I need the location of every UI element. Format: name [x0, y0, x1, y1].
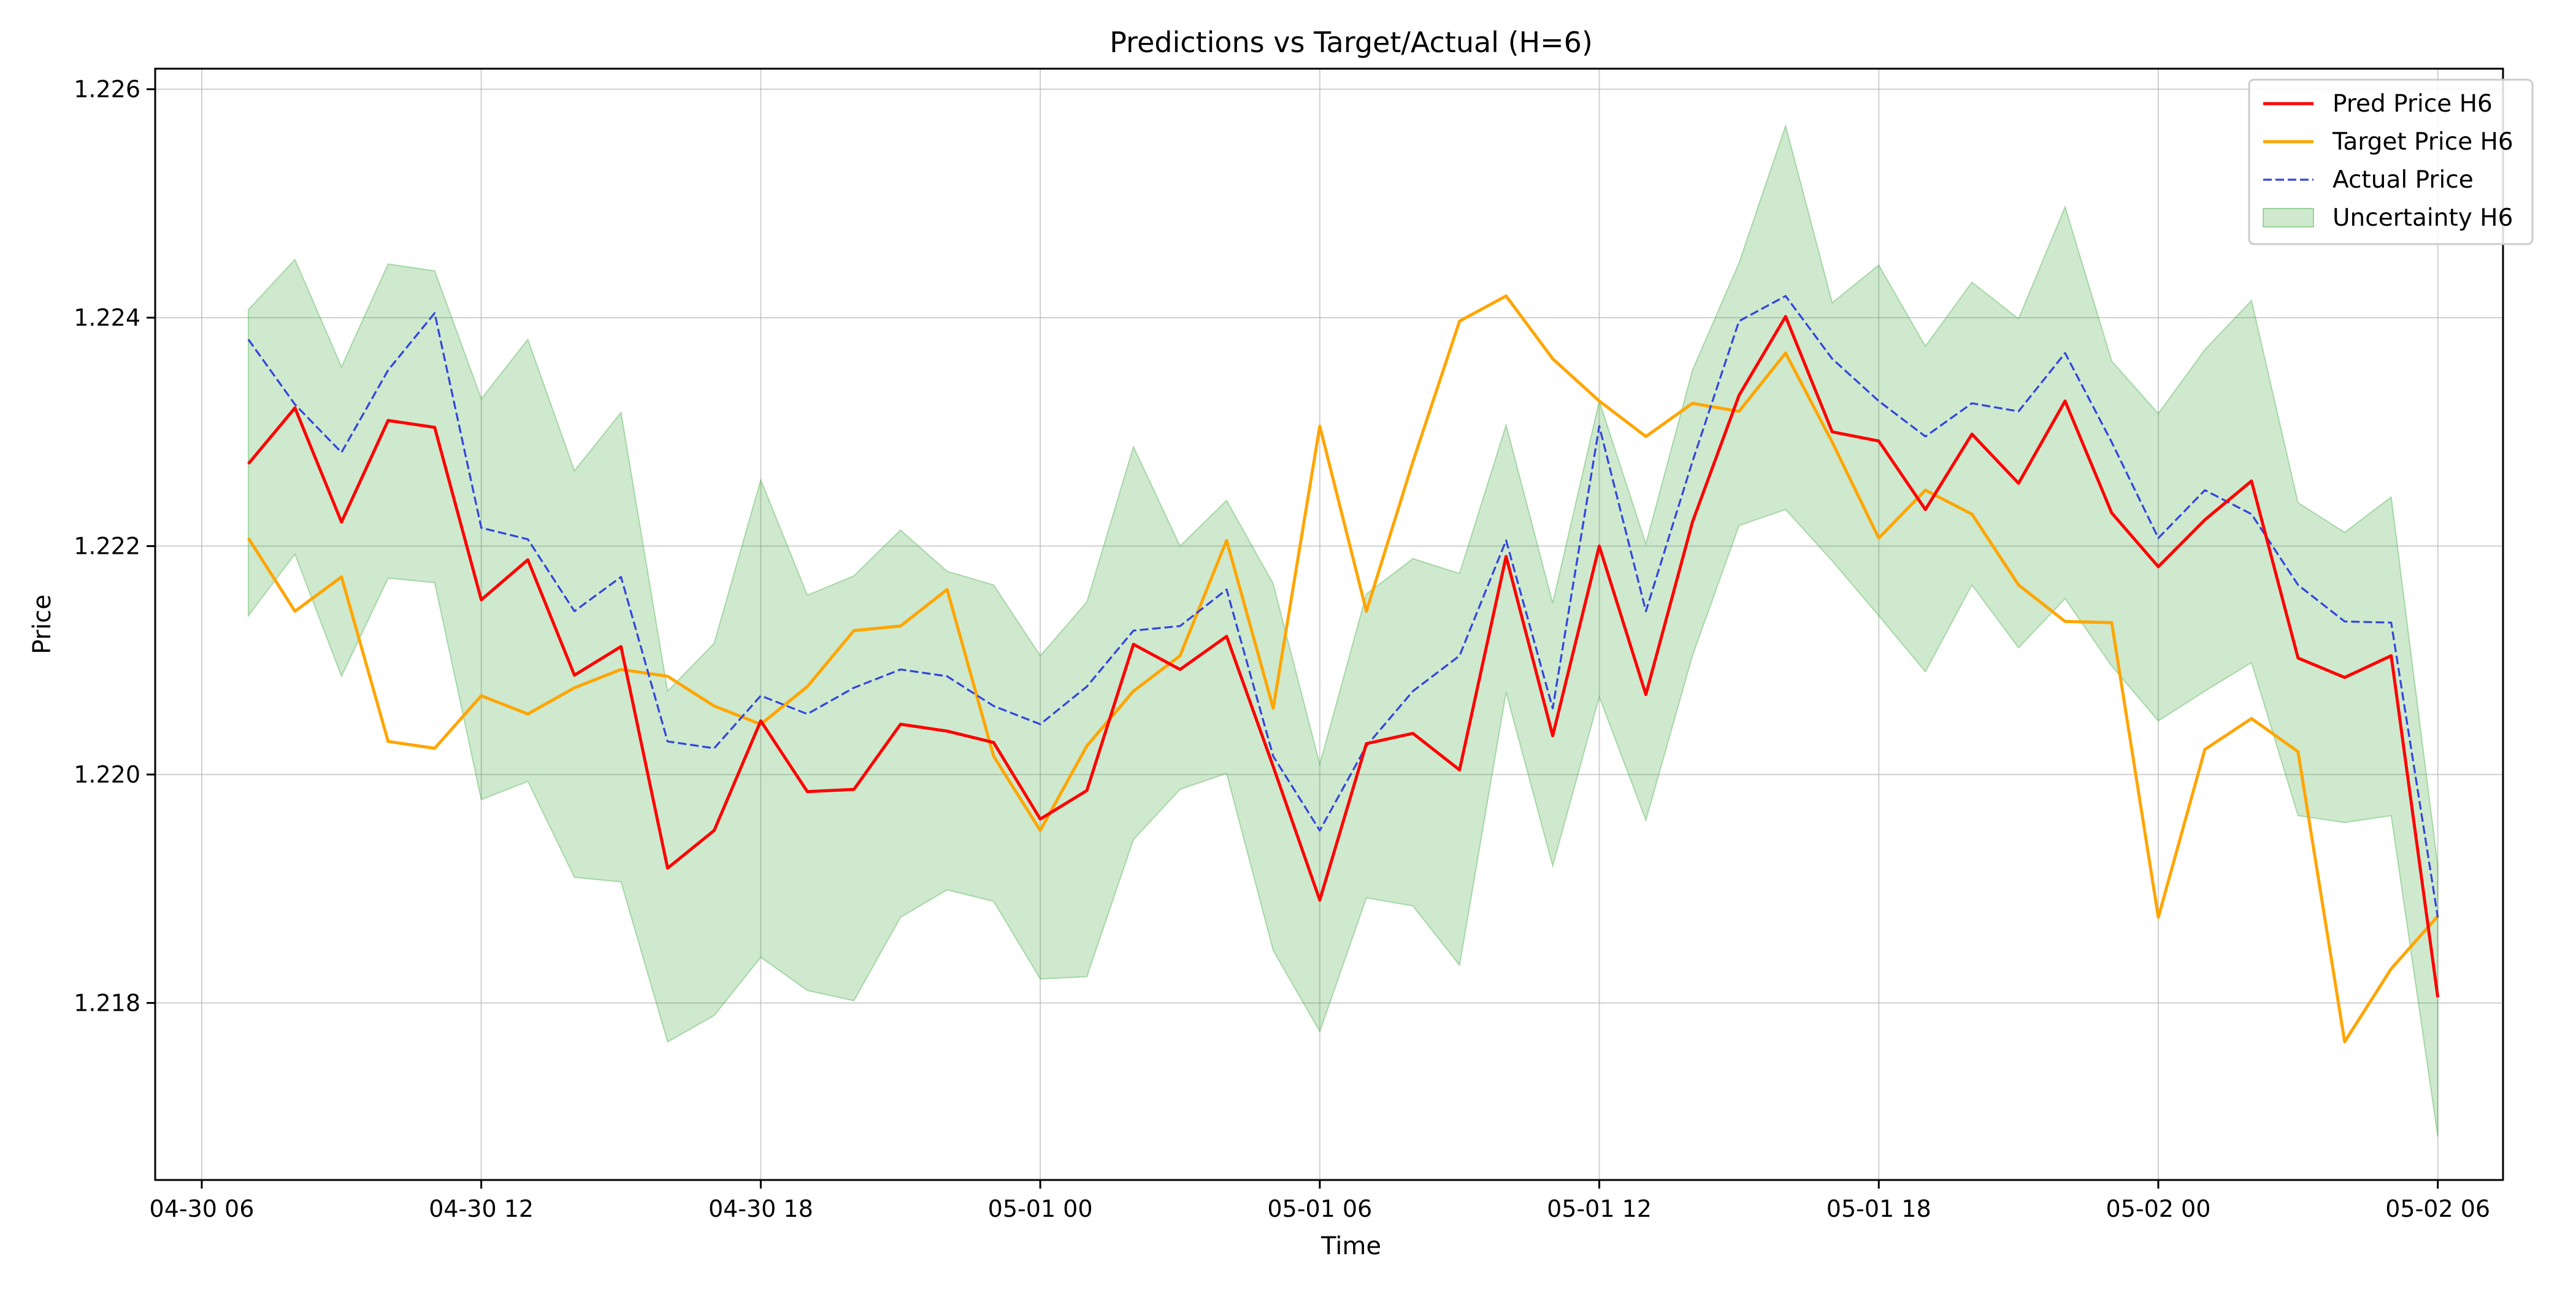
- x-tick-label: 05-01 18: [1827, 1195, 1931, 1222]
- x-tick-label: 05-02 06: [2385, 1195, 2490, 1222]
- series-line-target-price-h6: [247, 294, 2439, 1044]
- x-tick-label: 05-01 12: [1547, 1195, 1652, 1222]
- x-axis-label: Time: [1321, 1232, 1381, 1260]
- uncertainty-band: [247, 123, 2439, 1137]
- legend-label: Actual Price: [2333, 166, 2474, 194]
- legend-label: Target Price H6: [2332, 128, 2513, 156]
- grid-layer: [155, 69, 2503, 1180]
- ticks-layer: 04-30 06 04-30 12 04-30 18 05-01 00 05-01 06…: [74, 76, 2490, 1222]
- y-tick-label: 1.220: [74, 761, 140, 788]
- x-tick-label: 04-30 12: [429, 1195, 534, 1222]
- series-layer: [247, 294, 2440, 1044]
- series-line-pred-price-h6: [247, 315, 2440, 998]
- y-axis-label: Price: [28, 594, 56, 654]
- legend-label: Uncertainty H6: [2333, 204, 2513, 232]
- y-tick-label: 1.222: [74, 532, 140, 559]
- plot-frame: [154, 67, 2504, 1181]
- legend: Pred Price H6 Target Price H6 Actual Price…: [2248, 79, 2534, 245]
- y-tick-label: 1.224: [74, 304, 140, 331]
- x-tick-label: 05-01 06: [1267, 1195, 1372, 1222]
- chart-title: Predictions vs Target/Actual (H=6): [1110, 26, 1593, 59]
- y-tick-label: 1.218: [74, 989, 140, 1016]
- series-line-actual-price: [247, 295, 2439, 917]
- x-tick-label: 04-30 18: [708, 1195, 813, 1222]
- band-layer: [247, 123, 2439, 1137]
- x-tick-label: 05-01 00: [988, 1195, 1093, 1222]
- legend-items: Pred Price H6 Target Price H6 Actual Price…: [2263, 90, 2513, 232]
- x-tick-label: 04-30 06: [150, 1195, 255, 1222]
- legend-swatch: [2263, 208, 2314, 228]
- y-tick-label: 1.226: [74, 76, 140, 103]
- legend-box: [2248, 79, 2534, 245]
- x-tick-label: 05-02 00: [2106, 1195, 2211, 1222]
- legend-label: Pred Price H6: [2333, 90, 2493, 118]
